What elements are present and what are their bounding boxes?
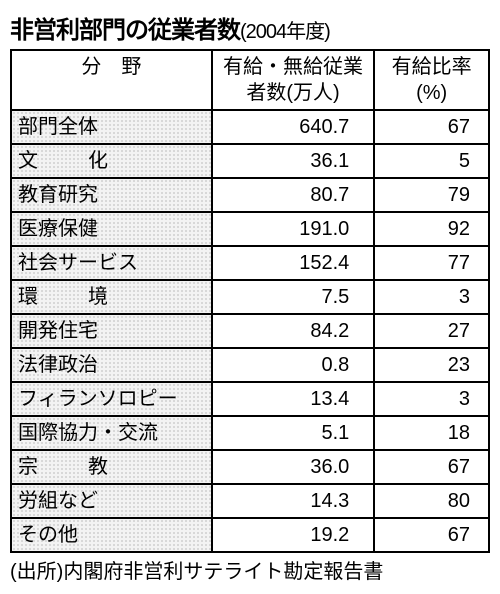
row-label: 労組など xyxy=(11,484,212,518)
row-label: 国際協力・交流 xyxy=(11,416,212,450)
header-ratio: 有給比率(%) xyxy=(374,50,489,110)
row-value: 191.0 xyxy=(212,212,375,246)
row-pct: 23 xyxy=(374,348,489,382)
row-value: 640.7 xyxy=(212,110,375,144)
row-pct: 67 xyxy=(374,110,489,144)
source-note: (出所)内閣府非営利サテライト勘定報告書 xyxy=(10,555,490,584)
row-pct: 67 xyxy=(374,450,489,484)
table-row: 医療保健191.092 xyxy=(11,212,489,246)
header-field: 分 野 xyxy=(11,50,212,110)
row-pct: 27 xyxy=(374,314,489,348)
row-value: 0.8 xyxy=(212,348,375,382)
row-label: その他 xyxy=(11,518,212,552)
table-row: 国際協力・交流5.118 xyxy=(11,416,489,450)
row-pct: 92 xyxy=(374,212,489,246)
title-sub: (2004年度) xyxy=(240,21,330,43)
table-row: 文化36.15 xyxy=(11,144,489,178)
row-pct: 67 xyxy=(374,518,489,552)
row-label: 文化 xyxy=(11,144,212,178)
data-table: 分 野 有給・無給従業者数(万人) 有給比率(%) 部門全体640.767文化3… xyxy=(10,49,490,553)
header-row: 分 野 有給・無給従業者数(万人) 有給比率(%) xyxy=(11,50,489,110)
row-pct: 18 xyxy=(374,416,489,450)
row-pct: 3 xyxy=(374,280,489,314)
row-label: 部門全体 xyxy=(11,110,212,144)
table-row: 法律政治0.823 xyxy=(11,348,489,382)
table-row: 部門全体640.767 xyxy=(11,110,489,144)
row-pct: 5 xyxy=(374,144,489,178)
title-main: 非営利部門の従業者数 xyxy=(10,17,240,44)
row-label: 開発住宅 xyxy=(11,314,212,348)
table-row: フィランソロピー13.43 xyxy=(11,382,489,416)
table-row: 環境7.53 xyxy=(11,280,489,314)
table-row: 教育研究80.779 xyxy=(11,178,489,212)
table-row: その他19.267 xyxy=(11,518,489,552)
row-pct: 80 xyxy=(374,484,489,518)
row-label: フィランソロピー xyxy=(11,382,212,416)
row-label: 法律政治 xyxy=(11,348,212,382)
row-label: 社会サービス xyxy=(11,246,212,280)
table-row: 宗教36.067 xyxy=(11,450,489,484)
row-label: 教育研究 xyxy=(11,178,212,212)
row-value: 7.5 xyxy=(212,280,375,314)
row-value: 80.7 xyxy=(212,178,375,212)
row-value: 5.1 xyxy=(212,416,375,450)
row-pct: 77 xyxy=(374,246,489,280)
row-pct: 79 xyxy=(374,178,489,212)
row-value: 14.3 xyxy=(212,484,375,518)
row-label: 医療保健 xyxy=(11,212,212,246)
table-row: 労組など14.380 xyxy=(11,484,489,518)
row-value: 84.2 xyxy=(212,314,375,348)
row-label: 宗教 xyxy=(11,450,212,484)
row-label: 環境 xyxy=(11,280,212,314)
table-title: 非営利部門の従業者数(2004年度) xyxy=(10,10,490,45)
table-row: 社会サービス152.477 xyxy=(11,246,489,280)
row-value: 36.0 xyxy=(212,450,375,484)
header-count: 有給・無給従業者数(万人) xyxy=(212,50,375,110)
table-row: 開発住宅84.227 xyxy=(11,314,489,348)
row-value: 152.4 xyxy=(212,246,375,280)
row-pct: 3 xyxy=(374,382,489,416)
row-value: 19.2 xyxy=(212,518,375,552)
row-value: 13.4 xyxy=(212,382,375,416)
row-value: 36.1 xyxy=(212,144,375,178)
